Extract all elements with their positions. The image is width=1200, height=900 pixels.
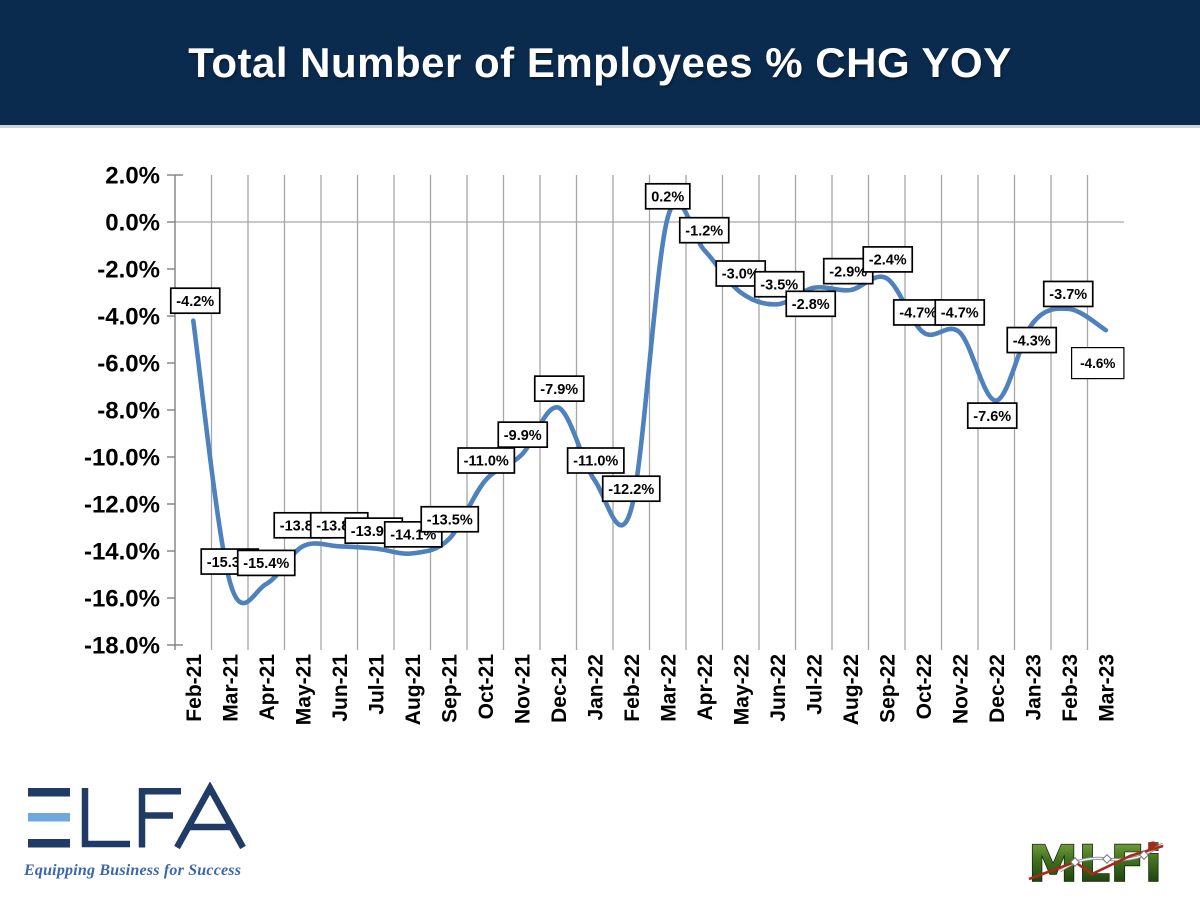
svg-text:-3.0%: -3.0% — [722, 267, 760, 283]
svg-text:0.2%: 0.2% — [651, 190, 684, 206]
y-tick-label: -2.0% — [97, 257, 160, 284]
x-tick-label: Nov-22 — [949, 654, 972, 724]
x-tick-label: Jun-22 — [767, 654, 790, 722]
x-tick-label: Sep-21 — [438, 654, 461, 723]
mlfi-chart-lines — [1028, 842, 1164, 881]
y-tick-label: -10.0% — [84, 445, 160, 472]
x-tick-label: Feb-22 — [621, 654, 644, 722]
svg-text:-4.6%: -4.6% — [1080, 356, 1115, 371]
x-tick-label: Oct-21 — [475, 654, 498, 720]
x-tick-label: May-22 — [730, 654, 753, 725]
x-tick-label: May-21 — [292, 654, 315, 726]
x-tick-label: Jul-22 — [803, 654, 826, 715]
svg-text:-15.4%: -15.4% — [243, 556, 289, 572]
x-tick-label: Sep-22 — [876, 654, 899, 723]
y-tick-label: -12.0% — [84, 492, 160, 519]
data-label: -11.0% — [566, 447, 625, 474]
svg-text:-9.9%: -9.9% — [504, 428, 542, 444]
x-tick-label: Apr-22 — [694, 654, 717, 721]
data-label: -3.7% — [1042, 280, 1094, 308]
y-tick-label: 2.0% — [105, 163, 160, 190]
mlfi-logo: MLFi — [1027, 834, 1164, 891]
x-tick-label: Mar-21 — [219, 654, 242, 722]
data-label: -4.3% — [1006, 326, 1058, 354]
y-tick-label: -18.0% — [84, 633, 160, 660]
data-labels: -4.2%-15.3%-15.4%-13.8%-13.8%-13.9%-14.1… — [169, 182, 1125, 577]
svg-text:-2.9%: -2.9% — [829, 264, 867, 280]
data-label: -15.4% — [236, 549, 296, 577]
elfa-letter-e — [28, 788, 70, 848]
title-banner: Total Number of Employees % CHG YOY — [0, 0, 1200, 128]
svg-text:-7.9%: -7.9% — [540, 382, 578, 398]
data-label: -13.5% — [420, 505, 480, 533]
svg-text:-11.0%: -11.0% — [573, 454, 618, 470]
data-label: -4.7% — [934, 299, 986, 326]
y-tick-label: -8.0% — [97, 398, 160, 425]
data-label: -4.6% — [1071, 347, 1125, 380]
x-tick-label: Jun-21 — [329, 654, 352, 722]
y-tick-label: -6.0% — [97, 351, 160, 378]
elfa-logo: Equipping Business for Success — [24, 781, 264, 880]
data-label: -9.9% — [497, 421, 549, 448]
svg-text:-2.4%: -2.4% — [869, 253, 907, 269]
x-tick-label: Dec-22 — [986, 654, 1009, 723]
data-label: -12.2% — [601, 475, 661, 503]
elfa-tagline: Equipping Business for Success — [24, 862, 242, 879]
mlfi-logo-text: MLFi — [1028, 835, 1162, 891]
data-label: -1.2% — [678, 216, 730, 244]
x-tick-label: Dec-21 — [548, 654, 571, 723]
x-tick-label: Feb-21 — [183, 654, 206, 722]
x-tick-label: Aug-21 — [402, 654, 425, 725]
svg-text:-3.5%: -3.5% — [760, 277, 798, 293]
svg-text:-4.7%: -4.7% — [941, 306, 979, 322]
elfa-letters-lfa — [81, 781, 246, 850]
svg-text:-12.2%: -12.2% — [608, 482, 654, 498]
data-label: -7.6% — [966, 402, 1018, 429]
svg-text:-4.3%: -4.3% — [1013, 333, 1051, 349]
x-axis-labels: Feb-21 Mar-21 Apr-21 May-21 Jun-21 Jul-21 Aug-… — [183, 654, 1119, 726]
data-label: -11.0% — [457, 447, 516, 474]
x-tick-label: Jul-21 — [365, 654, 388, 715]
y-axis — [167, 174, 183, 650]
x-tick-label: Apr-21 — [256, 654, 279, 721]
svg-text:-7.6%: -7.6% — [973, 409, 1011, 425]
svg-text:-2.8%: -2.8% — [792, 297, 830, 313]
svg-text:-4.2%: -4.2% — [176, 294, 214, 310]
svg-text:-3.7%: -3.7% — [1049, 287, 1087, 303]
data-label: -14.1% — [383, 520, 443, 548]
y-tick-label: 0.0% — [105, 210, 160, 237]
x-tick-label: Jan-22 — [584, 654, 607, 721]
x-tick-label: Mar-22 — [657, 654, 680, 722]
data-label: -2.8% — [785, 290, 837, 318]
x-tick-label: Oct-22 — [913, 654, 936, 719]
y-tick-label: -16.0% — [84, 586, 160, 613]
data-label: 0.2% — [644, 182, 691, 210]
trend-line — [190, 200, 1109, 606]
svg-text:-11.0%: -11.0% — [464, 454, 509, 470]
x-tick-label: Feb-23 — [1059, 654, 1082, 722]
data-label: -7.9% — [533, 375, 585, 402]
page-title: Total Number of Employees % CHG YOY — [188, 38, 1012, 86]
data-label: -4.2% — [169, 287, 221, 315]
x-tick-label: Mar-23 — [1095, 654, 1118, 722]
data-label: -2.4% — [862, 246, 914, 273]
employees-yoy-line-chart: 2.0% 0.0% -2.0% -4.0% -6.0% -8.0% -10.0% -12.0%… — [84, 163, 1125, 726]
x-tick-label: Aug-22 — [840, 654, 863, 725]
svg-text:-4.7%: -4.7% — [899, 306, 937, 322]
y-axis-labels: 2.0% 0.0% -2.0% -4.0% -6.0% -8.0% -10.0% -12.0%… — [84, 163, 160, 660]
y-tick-label: -14.0% — [84, 539, 160, 566]
y-tick-label: -4.0% — [97, 304, 160, 331]
svg-text:-13.5%: -13.5% — [427, 512, 473, 528]
x-tick-label: Nov-21 — [511, 654, 534, 724]
elfa-logo-mark — [28, 781, 246, 850]
x-tick-label: Jan-23 — [1022, 654, 1045, 721]
svg-text:-1.2%: -1.2% — [685, 223, 723, 239]
